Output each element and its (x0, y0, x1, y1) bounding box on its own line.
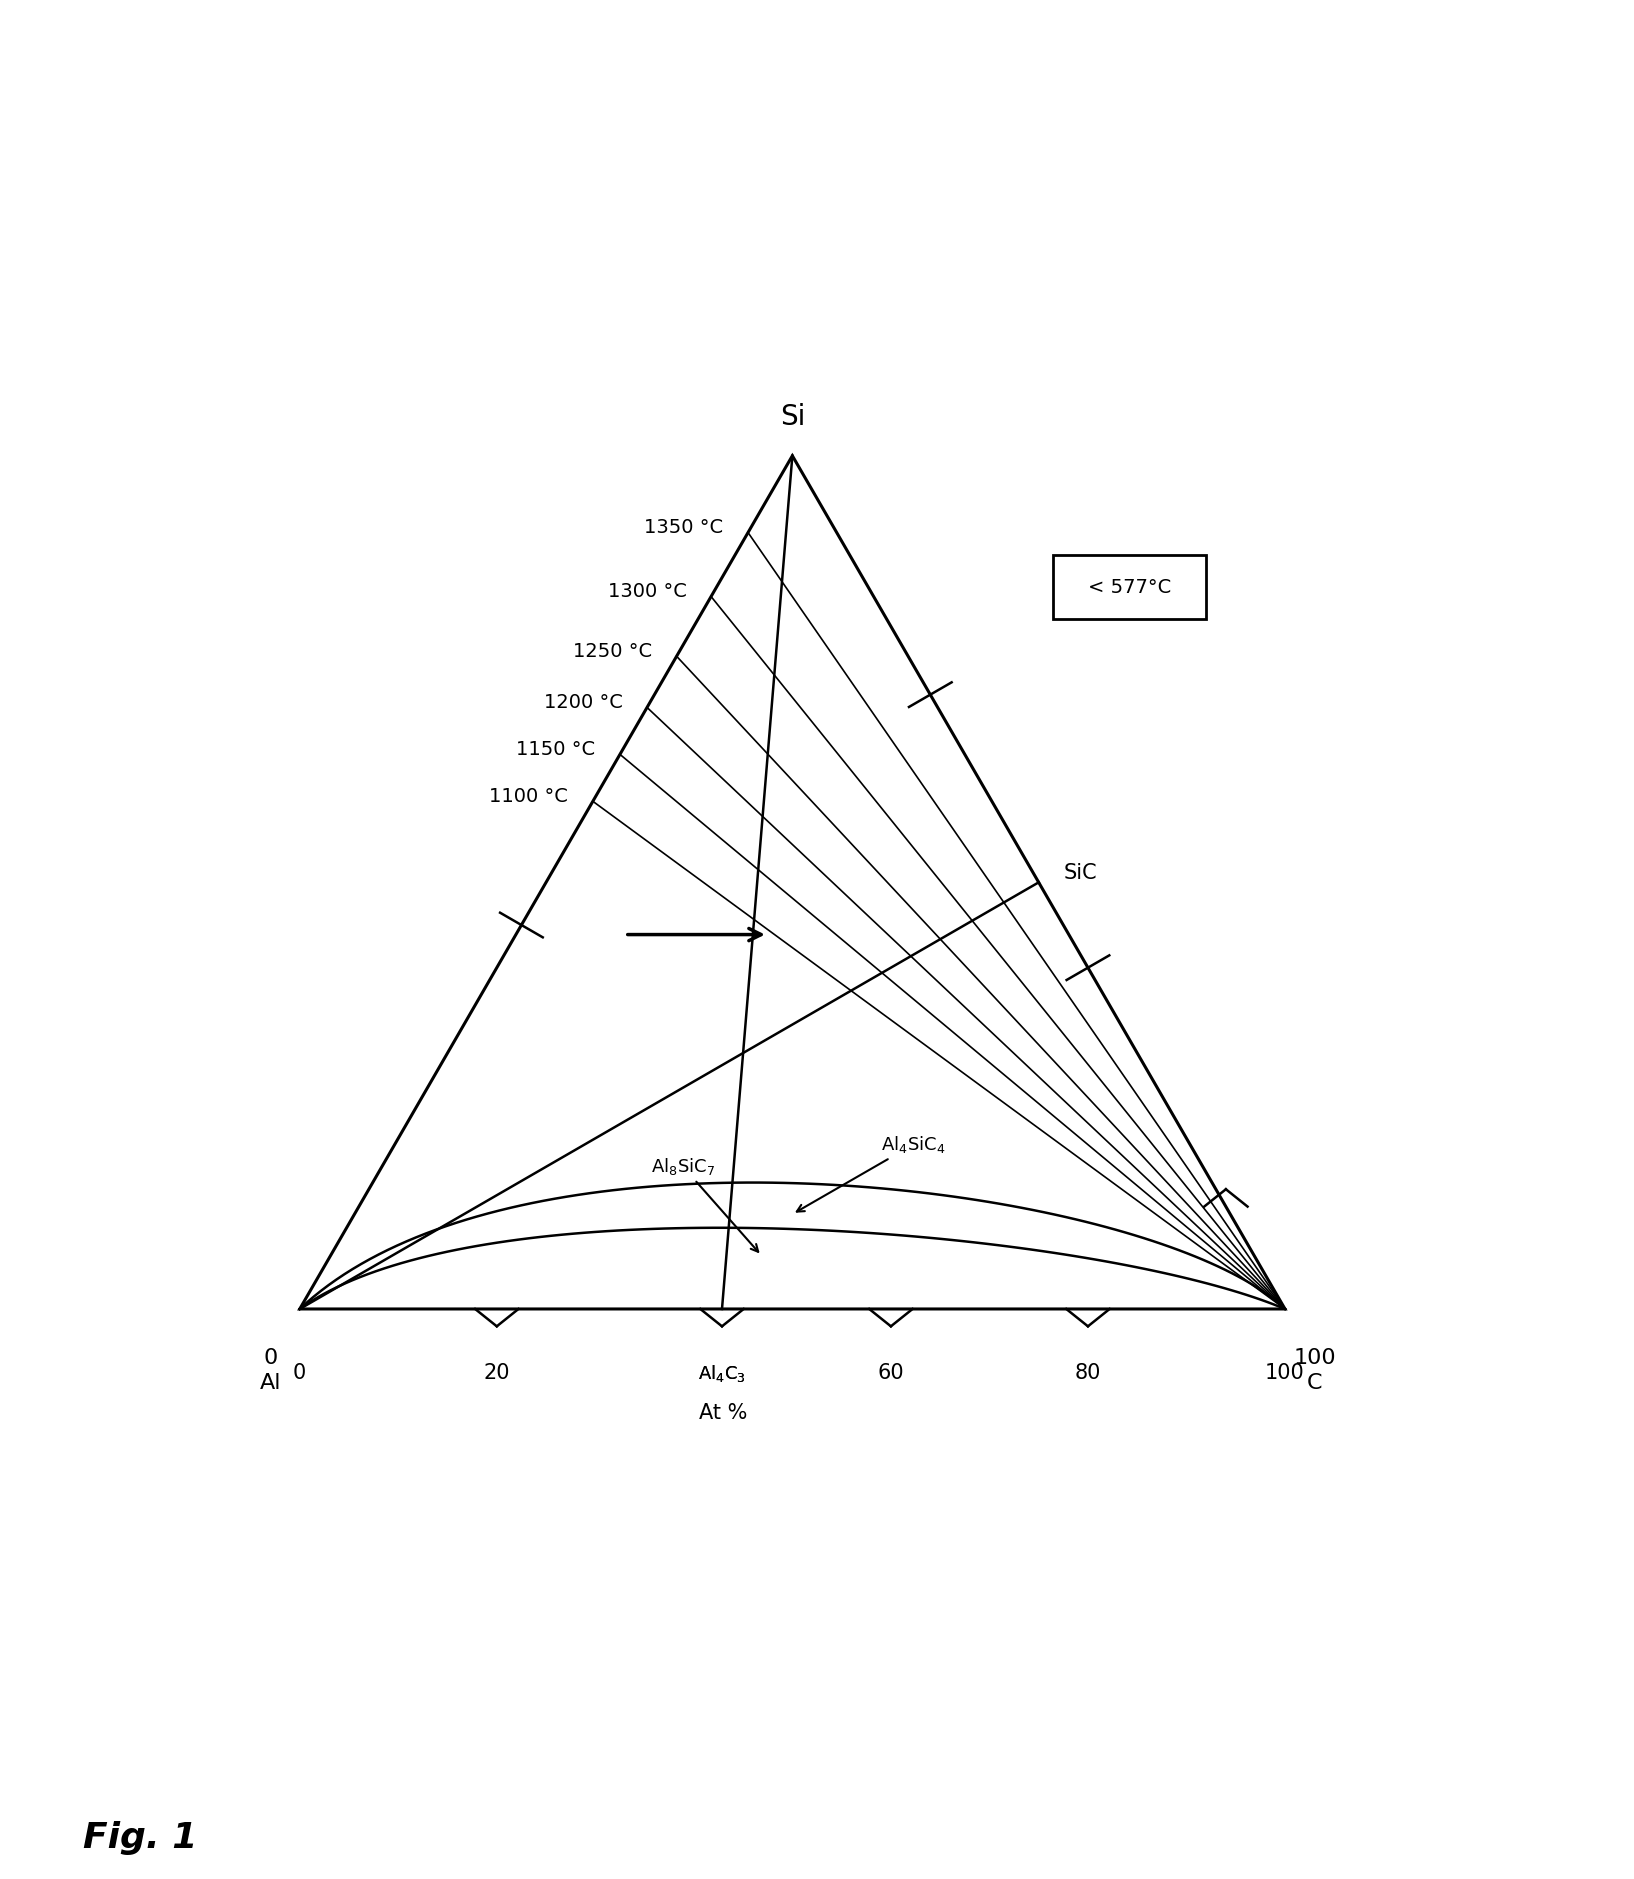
Text: Fig. 1: Fig. 1 (83, 1821, 198, 1855)
Text: 1300 °C: 1300 °C (608, 582, 686, 601)
Text: 1250 °C: 1250 °C (574, 643, 652, 661)
Text: At %: At % (699, 1402, 748, 1422)
Text: 1350 °C: 1350 °C (644, 519, 724, 537)
Bar (1054, 556, 1206, 620)
Text: 1200 °C: 1200 °C (544, 693, 623, 712)
Text: 0
Al: 0 Al (260, 1349, 281, 1392)
Text: SiC: SiC (1064, 862, 1096, 883)
Text: 100
C: 100 C (1292, 1349, 1337, 1392)
Text: < 577°C: < 577°C (1088, 577, 1172, 598)
Text: Al$_4$SiC$_4$: Al$_4$SiC$_4$ (797, 1135, 946, 1212)
Text: Al$_8$SiC$_7$: Al$_8$SiC$_7$ (650, 1156, 758, 1251)
Text: 80: 80 (1075, 1362, 1101, 1383)
Text: Al$_4$C$_3$: Al$_4$C$_3$ (698, 1362, 745, 1385)
Text: 60: 60 (877, 1362, 904, 1383)
Text: 1100 °C: 1100 °C (489, 787, 569, 806)
Text: 1150 °C: 1150 °C (516, 740, 595, 759)
Text: 20: 20 (484, 1362, 510, 1383)
Text: Al$_4$C$_3$: Al$_4$C$_3$ (698, 1362, 745, 1385)
Text: Si: Si (779, 404, 806, 430)
Text: 0: 0 (292, 1362, 306, 1383)
Text: 100: 100 (1265, 1362, 1306, 1383)
